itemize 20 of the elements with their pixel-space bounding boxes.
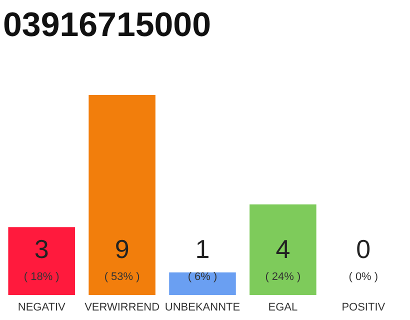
annotation: 1 [195, 234, 210, 264]
x-tick-label: VERWIRREND [84, 302, 160, 314]
x-tick-label: NEGATIV [18, 302, 66, 314]
chart-title: 03916715000 [3, 6, 212, 44]
data-label: ( 0% ) [348, 271, 378, 283]
bar [88, 95, 156, 295]
bar [8, 227, 75, 295]
data-label: ( 18% ) [24, 271, 60, 283]
annotation: 9 [114, 234, 130, 264]
x-tick-label: UNBEKANNTE [164, 302, 240, 314]
bar [169, 272, 236, 295]
data-label: ( 24% ) [265, 271, 301, 283]
bar [250, 204, 316, 295]
annotation: 3 [34, 234, 49, 264]
x-tick-label: EGAL [268, 302, 298, 314]
x-tick-label: POSITIV [342, 302, 386, 314]
data-label: ( 53% ) [104, 271, 140, 283]
annotation: 0 [356, 234, 371, 264]
annotation: 4 [276, 234, 290, 264]
data-label: ( 6% ) [188, 271, 218, 283]
